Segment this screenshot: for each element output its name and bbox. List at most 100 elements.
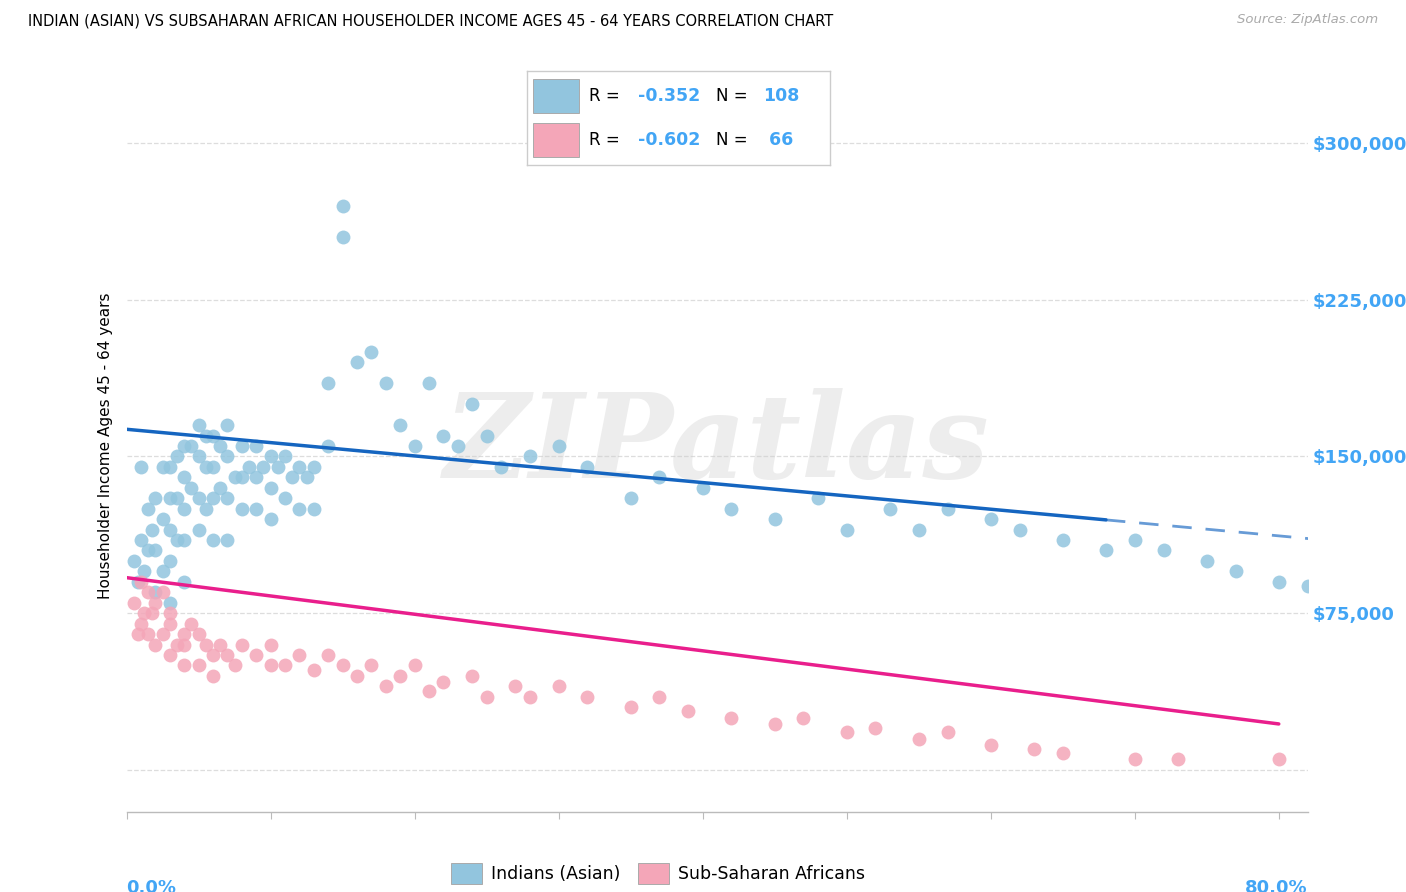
FancyBboxPatch shape [533, 78, 579, 112]
Point [201, 428, 224, 442]
Point [332, 230, 354, 244]
Point [720, 711, 742, 725]
Point [547, 679, 569, 693]
Text: N =: N = [716, 131, 748, 149]
Point [132, 606, 155, 620]
Point [418, 376, 440, 391]
Point [1340, 591, 1362, 606]
Point [194, 428, 217, 442]
Text: ZIPatlas: ZIPatlas [444, 389, 990, 503]
Point [274, 491, 297, 506]
Point [1195, 554, 1218, 568]
Point [136, 501, 159, 516]
Point [159, 596, 181, 610]
Point [152, 459, 174, 474]
Point [252, 459, 274, 474]
Point [432, 428, 454, 442]
Point [1368, 599, 1391, 614]
Point [180, 439, 202, 453]
Point [281, 470, 304, 484]
Point [302, 459, 325, 474]
Point [245, 648, 267, 662]
Point [620, 491, 643, 506]
Point [1052, 746, 1074, 760]
Point [209, 638, 232, 652]
Point [374, 679, 396, 693]
Point [505, 679, 527, 693]
Point [519, 450, 541, 464]
Point [159, 491, 181, 506]
Point [173, 638, 195, 652]
Point [201, 533, 224, 547]
Point [807, 491, 830, 506]
Point [274, 658, 297, 673]
Point [576, 690, 599, 704]
Point [678, 705, 700, 719]
Point [201, 459, 224, 474]
Point [173, 501, 195, 516]
Point [432, 675, 454, 690]
Point [217, 648, 239, 662]
Point [288, 501, 311, 516]
Point [245, 439, 267, 453]
Point [187, 658, 209, 673]
Point [166, 450, 188, 464]
Point [129, 533, 152, 547]
Point [159, 648, 181, 662]
Point [295, 470, 318, 484]
Point [519, 690, 541, 704]
Point [1008, 523, 1031, 537]
Point [259, 512, 281, 526]
Point [346, 355, 368, 369]
Point [173, 533, 195, 547]
Point [159, 459, 181, 474]
Point [1123, 533, 1146, 547]
Point [122, 554, 145, 568]
Point [302, 663, 325, 677]
Point [980, 738, 1002, 752]
Point [288, 648, 311, 662]
Point [217, 418, 239, 433]
Point [136, 543, 159, 558]
Point [180, 616, 202, 631]
Text: Source: ZipAtlas.com: Source: ZipAtlas.com [1237, 13, 1378, 27]
Point [209, 439, 232, 453]
Text: N =: N = [716, 87, 748, 104]
Point [217, 491, 239, 506]
Point [201, 669, 224, 683]
Point [143, 491, 166, 506]
Point [936, 725, 959, 739]
Point [1296, 579, 1319, 593]
Point [132, 565, 155, 579]
Point [129, 459, 152, 474]
Point [122, 596, 145, 610]
Point [194, 501, 217, 516]
Point [141, 523, 163, 537]
Point [907, 523, 929, 537]
Point [316, 648, 339, 662]
Point [447, 439, 470, 453]
Point [418, 683, 440, 698]
Point [194, 459, 217, 474]
Point [136, 627, 159, 641]
Point [274, 450, 297, 464]
Point [475, 428, 498, 442]
Point [1052, 533, 1074, 547]
Point [763, 717, 786, 731]
Point [187, 491, 209, 506]
Point [763, 512, 786, 526]
Point [143, 638, 166, 652]
Point [461, 397, 484, 411]
Point [259, 481, 281, 495]
Point [1022, 742, 1045, 756]
Point [152, 565, 174, 579]
Point [166, 638, 188, 652]
Point [231, 638, 253, 652]
Point [1167, 752, 1189, 766]
Point [173, 627, 195, 641]
Text: 108: 108 [763, 87, 800, 104]
Point [907, 731, 929, 746]
Point [1153, 543, 1175, 558]
Point [224, 658, 246, 673]
Point [231, 501, 253, 516]
